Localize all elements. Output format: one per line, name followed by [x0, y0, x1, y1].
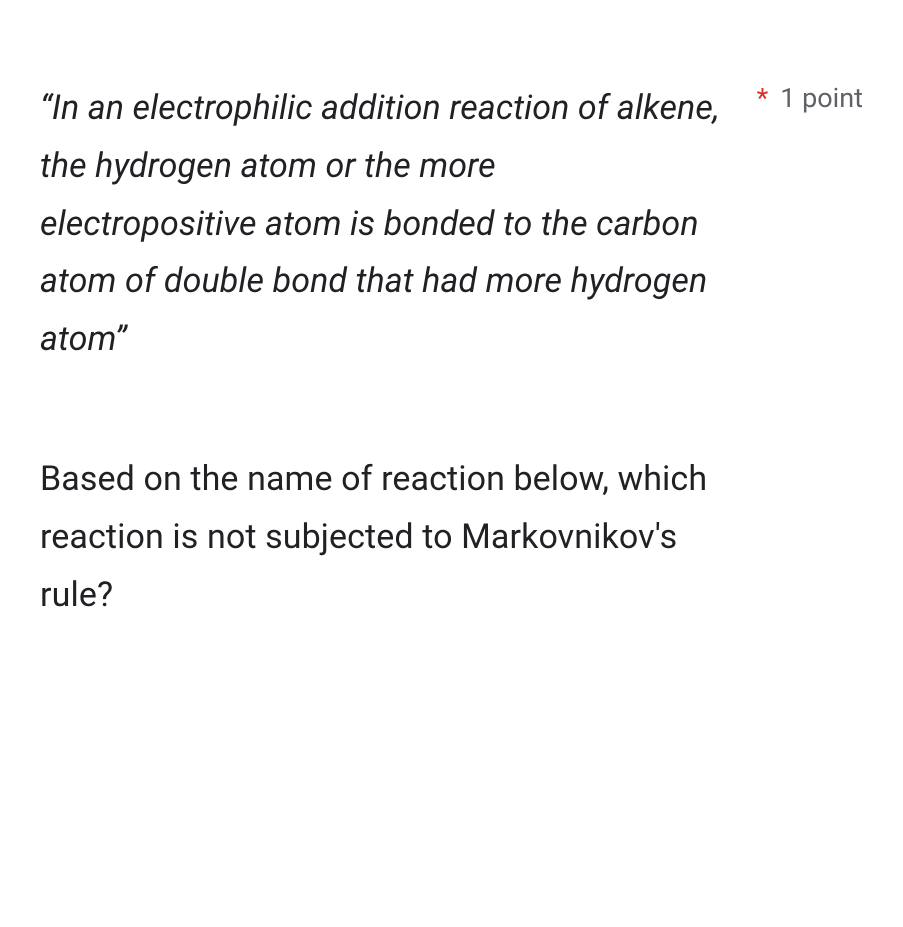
question-meta: * 1 point — [757, 82, 863, 114]
points-label: 1 point — [780, 82, 863, 114]
question-text-block: “In an electrophilic addition reaction o… — [40, 80, 720, 624]
question-container: * 1 point “In an electrophilic addition … — [40, 80, 863, 624]
question-quote: “In an electrophilic addition reaction o… — [40, 80, 720, 369]
required-asterisk: * — [757, 82, 769, 114]
question-followup: Based on the name of reaction below, whi… — [40, 451, 720, 624]
